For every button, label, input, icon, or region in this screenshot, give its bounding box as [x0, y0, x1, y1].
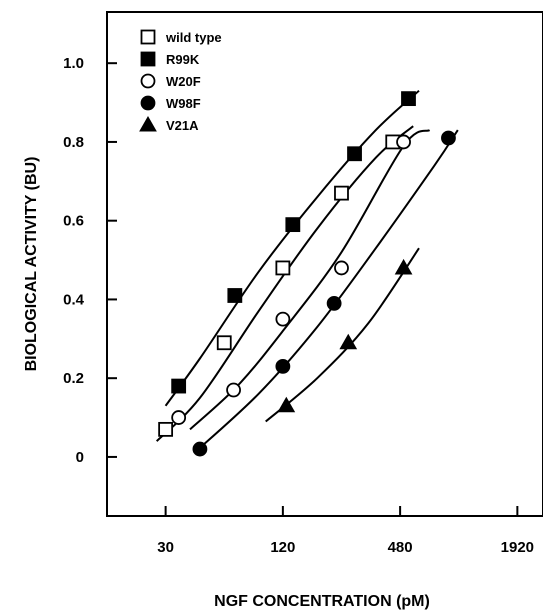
y-tick-label: 0.4 [63, 291, 85, 308]
point-w20f [226, 382, 241, 398]
point-v21a [394, 258, 413, 275]
y-axis-title: BIOLOGICAL ACTIVITY (BU) [23, 157, 40, 372]
point-w98f [326, 295, 342, 311]
legend-label: W98F [166, 96, 201, 111]
point-w98f [441, 130, 456, 146]
y-tick-label: 0 [76, 449, 84, 466]
legend-marker-wild-type [140, 29, 156, 45]
data-markers [158, 91, 456, 457]
point-w20f [171, 410, 187, 425]
legend: wild type R99K W20F W98F V21A [139, 29, 222, 133]
legend-marker-w98f [140, 95, 156, 111]
point-w98f [192, 441, 208, 457]
point-w20f [334, 260, 349, 276]
y-tick-label: 0.8 [63, 134, 84, 151]
point-wild-type [275, 260, 291, 276]
point-w20f [275, 311, 291, 327]
fit-line-r99k [164, 89, 420, 407]
legend-label: W20F [166, 74, 201, 89]
point-w98f [275, 358, 291, 374]
x-tick-label: 120 [270, 539, 295, 556]
y-tick-label: 0.6 [63, 213, 84, 230]
y-tick-label: 0.2 [63, 370, 84, 387]
fit-lines [155, 89, 459, 454]
point-wild-type [334, 185, 349, 201]
point-r99k [347, 146, 362, 162]
point-r99k [285, 217, 301, 233]
x-tick-label: 30 [157, 539, 174, 556]
fit-line-w98f [193, 129, 459, 454]
point-wild-type [158, 421, 174, 437]
x-tick-label: 480 [388, 539, 413, 556]
legend-label: V21A [166, 118, 199, 133]
x-axis-title: NGF CONCENTRATION (pM) [214, 593, 430, 610]
legend-marker-r99k [140, 51, 156, 67]
point-wild-type [216, 335, 232, 351]
x-tick-label: 1920 [501, 539, 534, 556]
y-axis: 0 0.2 0.4 0.6 0.8 1.0 [63, 55, 117, 466]
legend-label: R99K [166, 52, 200, 67]
point-w20f [396, 134, 411, 150]
point-r99k [171, 378, 187, 394]
legend-marker-w20f [140, 73, 156, 89]
point-r99k [401, 91, 416, 107]
plot-frame [106, 11, 543, 517]
fit-line-wild-type [155, 125, 414, 442]
x-axis: 30 120 480 1920 [157, 506, 534, 556]
legend-marker-v21a [139, 115, 157, 132]
y-tick-label: 1.0 [63, 55, 84, 72]
point-v21a [277, 396, 296, 413]
point-r99k [227, 288, 243, 303]
point-v21a [339, 333, 358, 350]
legend-label: wild type [165, 30, 222, 45]
